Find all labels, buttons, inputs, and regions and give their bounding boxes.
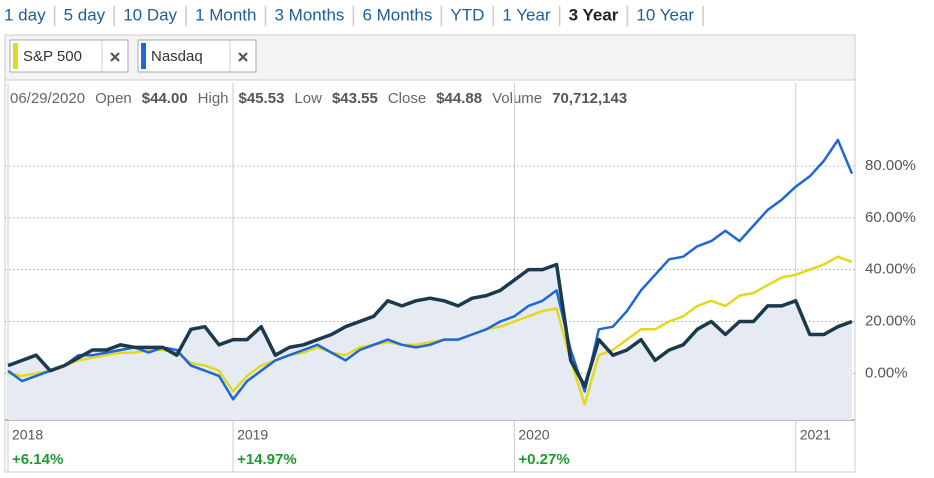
info-label: Volume (492, 90, 542, 107)
remove-series-button[interactable] (238, 52, 248, 62)
info-label: Open (95, 90, 132, 107)
period-return: +6.14% (12, 451, 63, 468)
legend-chip[interactable] (9, 39, 129, 73)
range-tab[interactable]: 3 Year (569, 5, 619, 24)
range-tab[interactable]: YTD (450, 5, 484, 24)
x-tick-label: 2020 (518, 427, 549, 443)
info-value: $43.55 (332, 90, 378, 107)
period-return: +0.27% (518, 451, 569, 468)
range-tab[interactable]: 6 Months (362, 5, 432, 24)
line (7, 262, 853, 389)
info-value: 70,712,143 (552, 90, 627, 107)
info-label: Low (294, 90, 322, 107)
info-value: $44.88 (436, 90, 482, 107)
legend-label: S&P 500 (23, 48, 82, 65)
x-tick-label: 2019 (237, 427, 268, 443)
legend-swatch (141, 43, 146, 69)
info-value: $45.53 (239, 90, 285, 107)
y-tick-label: 0.00% (865, 364, 908, 381)
range-tab[interactable]: 10 Year (636, 5, 694, 24)
legend-chip[interactable] (137, 39, 257, 73)
x-tick-label: 2018 (12, 427, 43, 443)
y-tick-label: 80.00% (865, 157, 916, 174)
legend-swatch (13, 43, 18, 69)
range-tab[interactable]: 10 Day (123, 5, 177, 24)
period-return: +14.97% (237, 451, 297, 468)
y-tick-label: 40.00% (865, 261, 916, 278)
remove-series-button[interactable] (110, 52, 120, 62)
range-tab[interactable]: 1 Year (502, 5, 551, 24)
line (7, 255, 853, 406)
info-date: 06/29/2020 (10, 90, 85, 107)
range-tab[interactable]: 1 Month (195, 5, 256, 24)
info-label: Close (388, 90, 426, 107)
x-tick-label: 2021 (800, 427, 831, 443)
y-tick-label: 20.00% (865, 312, 916, 329)
range-tab[interactable]: 3 Months (275, 5, 345, 24)
y-tick-label: 60.00% (865, 209, 916, 226)
legend-bar (4, 34, 856, 81)
info-label: High (198, 90, 229, 107)
info-value: $44.00 (142, 90, 188, 107)
legend-label: Nasdaq (151, 48, 203, 65)
range-tab[interactable]: 1 day (4, 5, 46, 24)
range-tab[interactable]: 5 day (64, 5, 106, 24)
line (7, 138, 854, 401)
